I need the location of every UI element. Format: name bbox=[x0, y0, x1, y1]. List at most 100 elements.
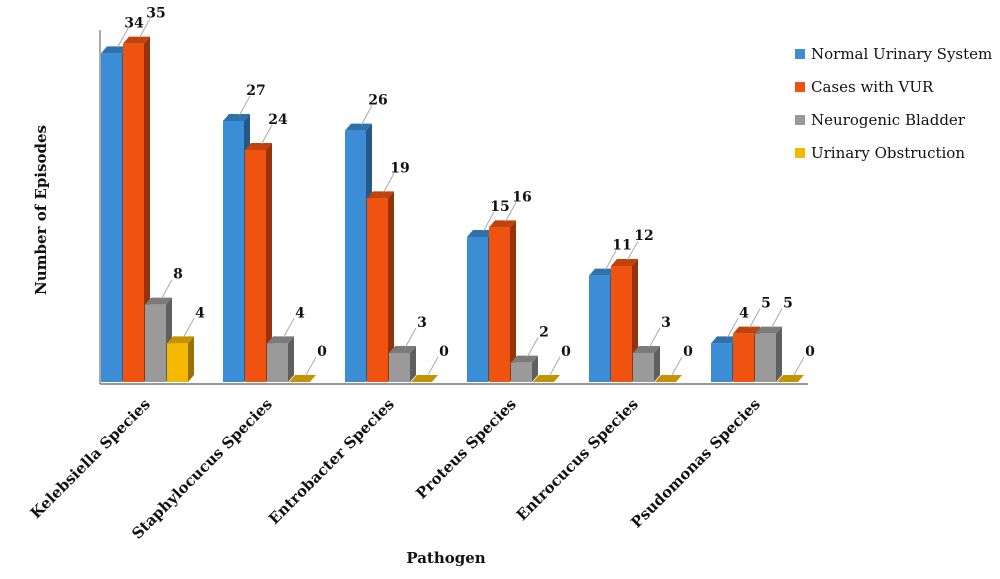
bar-top bbox=[289, 375, 316, 382]
bar-front bbox=[489, 227, 510, 382]
bar-top bbox=[711, 336, 738, 344]
bar-top bbox=[167, 336, 194, 344]
value-leader-line bbox=[505, 202, 517, 222]
value-label: 3 bbox=[661, 315, 671, 331]
bar-cases-with-vur-staphylocucus-species bbox=[245, 143, 272, 382]
bar-front bbox=[367, 198, 388, 382]
x-tick-label: Psudomonas Species bbox=[627, 395, 763, 531]
value-label: 35 bbox=[146, 6, 165, 22]
bar-top bbox=[123, 36, 150, 44]
bar-side bbox=[144, 36, 150, 383]
legend-label: Cases with VUR bbox=[811, 78, 934, 96]
value-label: 4 bbox=[739, 305, 749, 321]
legend: Normal Urinary System Cases with VUR Neuro… bbox=[795, 45, 992, 162]
value-label: 0 bbox=[805, 344, 815, 360]
value-label: 0 bbox=[317, 344, 327, 360]
bar-neurogenic-bladder-entrocucus-species bbox=[633, 346, 660, 382]
bar-front bbox=[467, 237, 488, 382]
bar-top bbox=[389, 346, 416, 353]
x-tick-label: Proteus Species bbox=[412, 395, 519, 502]
legend-label: Neurogenic Bladder bbox=[811, 111, 966, 129]
value-label: 0 bbox=[683, 344, 693, 360]
value-leader-line bbox=[549, 356, 561, 377]
legend-swatch bbox=[795, 49, 805, 59]
bar-top bbox=[101, 46, 128, 54]
value-label: 19 bbox=[390, 160, 409, 176]
legend-swatch bbox=[795, 115, 805, 125]
bar-side bbox=[510, 220, 516, 382]
bar-side bbox=[266, 143, 272, 382]
bar-top bbox=[633, 346, 660, 353]
value-label: 27 bbox=[246, 83, 265, 99]
bar-top bbox=[655, 375, 682, 382]
bar-front bbox=[733, 333, 754, 382]
value-leader-line bbox=[183, 318, 195, 338]
bar-front bbox=[589, 275, 610, 382]
bar-front bbox=[755, 333, 776, 382]
value-label: 15 bbox=[490, 199, 509, 215]
value-leader-line bbox=[771, 308, 783, 328]
bar-neurogenic-bladder-proteus-species bbox=[511, 355, 538, 382]
bar-side bbox=[188, 336, 194, 382]
value-leader-line bbox=[427, 356, 439, 377]
bar-side bbox=[654, 346, 660, 382]
bar-top bbox=[533, 375, 560, 382]
bar-top bbox=[223, 114, 250, 121]
value-leader-line bbox=[261, 124, 273, 145]
bar-urinary-obstruction-proteus-species bbox=[533, 375, 560, 382]
x-tick-label: Staphylocucus Species bbox=[128, 395, 276, 543]
bar-front bbox=[101, 53, 122, 382]
value-label: 0 bbox=[561, 344, 571, 360]
value-label: 0 bbox=[439, 344, 449, 360]
value-label: 3 bbox=[417, 315, 427, 331]
bar-urinary-obstruction-entrocucus-species bbox=[655, 375, 682, 382]
bar-front bbox=[711, 343, 732, 382]
x-axis-title: Pathogen bbox=[406, 549, 485, 567]
bar-front bbox=[123, 43, 144, 383]
bar-top bbox=[489, 220, 516, 228]
value-leader-line bbox=[383, 173, 395, 193]
value-leader-line bbox=[627, 240, 639, 261]
value-leader-line bbox=[749, 308, 761, 328]
value-label: 26 bbox=[368, 93, 387, 109]
value-leader-line bbox=[527, 337, 539, 357]
value-leader-line bbox=[483, 211, 495, 232]
value-label: 11 bbox=[612, 238, 631, 254]
bar-top bbox=[367, 191, 394, 199]
value-leader-line bbox=[649, 327, 661, 348]
legend-item-cases-with-vur: Cases with VUR bbox=[795, 78, 934, 96]
bar-side bbox=[532, 355, 538, 382]
value-label: 8 bbox=[173, 267, 183, 283]
bar-top bbox=[467, 230, 494, 237]
bar-front bbox=[145, 304, 166, 382]
legend-item-normal-urinary-system: Normal Urinary System bbox=[795, 45, 992, 63]
value-label: 5 bbox=[761, 296, 771, 312]
bar-front bbox=[389, 353, 410, 382]
bar-neurogenic-bladder-psudomonas-species bbox=[755, 326, 782, 382]
legend-swatch bbox=[795, 148, 805, 158]
legend-swatch bbox=[795, 82, 805, 92]
legend-item-urinary-obstruction: Urinary Obstruction bbox=[795, 144, 965, 162]
bar-cases-with-vur-entrobacter-species bbox=[367, 191, 394, 382]
bar-front bbox=[267, 343, 288, 382]
value-leader-line bbox=[239, 95, 251, 116]
bar-top bbox=[755, 326, 782, 334]
value-label: 24 bbox=[268, 112, 288, 128]
value-leader-line bbox=[283, 318, 295, 338]
bar-front bbox=[345, 130, 366, 382]
bar-top bbox=[245, 143, 272, 150]
value-label: 4 bbox=[195, 305, 205, 321]
value-leader-line bbox=[139, 18, 151, 38]
bar-front bbox=[245, 150, 266, 382]
value-leader-line bbox=[117, 28, 129, 48]
bars-layer bbox=[101, 36, 804, 383]
bar-urinary-obstruction-staphylocucus-species bbox=[289, 375, 316, 382]
value-leader-line bbox=[605, 250, 617, 270]
x-tick-label: Entrocucus Species bbox=[513, 395, 642, 524]
value-label: 16 bbox=[512, 189, 531, 205]
value-leader-line bbox=[161, 279, 173, 299]
bar-side bbox=[776, 326, 782, 382]
